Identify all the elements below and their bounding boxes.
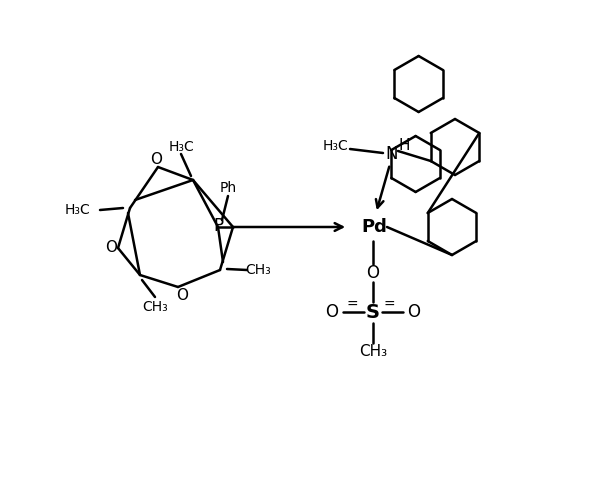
Text: O: O — [367, 264, 379, 282]
Text: CH₃: CH₃ — [359, 345, 387, 360]
Text: H₃C: H₃C — [169, 140, 195, 154]
Text: Ph: Ph — [219, 181, 237, 195]
Text: O: O — [105, 240, 117, 255]
Text: Pd: Pd — [361, 218, 387, 236]
Text: O: O — [176, 288, 188, 302]
Text: O: O — [408, 303, 421, 321]
Text: =: = — [383, 298, 395, 312]
Text: H₃C: H₃C — [322, 139, 348, 153]
Text: =: = — [346, 298, 358, 312]
Text: H₃C: H₃C — [65, 203, 91, 217]
Text: O: O — [150, 153, 162, 168]
Text: N: N — [386, 145, 398, 163]
Text: H: H — [398, 137, 409, 153]
Text: S: S — [366, 302, 380, 322]
Text: CH₃: CH₃ — [142, 300, 168, 314]
Text: O: O — [326, 303, 338, 321]
Text: CH₃: CH₃ — [245, 263, 271, 277]
Text: P: P — [213, 217, 223, 235]
